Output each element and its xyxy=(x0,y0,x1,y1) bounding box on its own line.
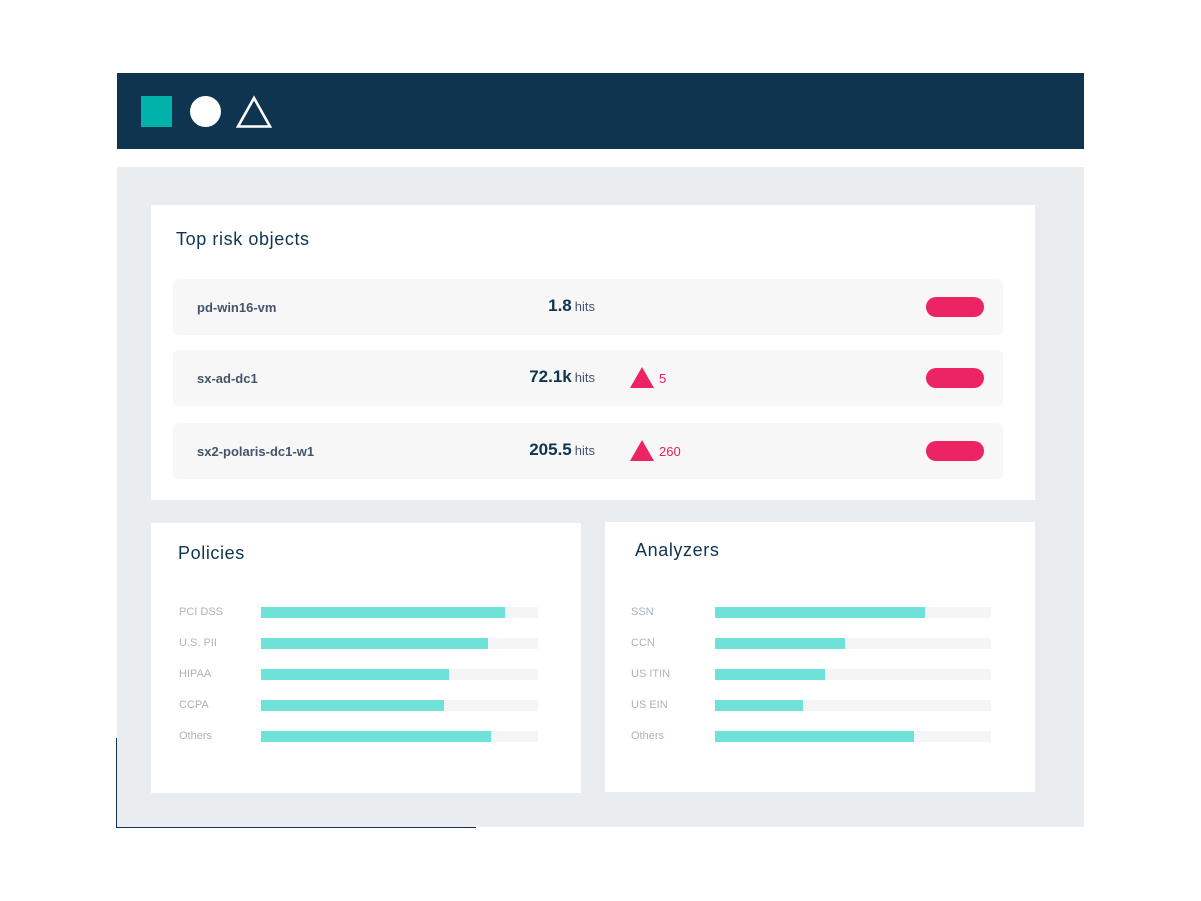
bar-label: U.S. PII xyxy=(179,637,217,649)
bar-fill xyxy=(715,638,845,649)
bar-track xyxy=(715,607,991,618)
circle-icon xyxy=(190,96,221,127)
dashboard-panel: Top risk objects pd-win16-vm 1.8 hits sx-… xyxy=(117,167,1084,827)
policy-bar-row[interactable]: HIPAA xyxy=(179,667,549,681)
bar-track xyxy=(715,700,991,711)
bar-fill xyxy=(715,607,925,618)
bar-label: US EIN xyxy=(631,699,668,711)
analyzer-bar-row[interactable]: CCN xyxy=(631,636,1001,650)
bar-fill xyxy=(715,669,826,680)
alert-count: 5 xyxy=(659,371,667,386)
bar-track xyxy=(715,638,991,649)
hits-label: hits xyxy=(574,370,595,385)
alert-count: 260 xyxy=(659,444,681,459)
alert-triangle-icon xyxy=(630,440,654,461)
risk-row[interactable]: sx-ad-dc1 72.1k hits 5 xyxy=(173,350,1003,406)
policy-bar-row[interactable]: Others xyxy=(179,729,549,743)
square-icon xyxy=(141,96,172,127)
alert-triangle-icon xyxy=(630,367,654,388)
bar-label: Others xyxy=(631,730,665,742)
decorative-line-left-horizontal xyxy=(116,826,476,828)
policies-card: Policies PCI DSS U.S. PII HIPAA CCPA Oth… xyxy=(151,523,581,793)
bar-label: PCI DSS xyxy=(179,606,224,618)
bar-fill xyxy=(261,669,450,680)
hits-value: 205.5 xyxy=(529,440,572,459)
analyzers-card: Analyzers SSN CCN US ITIN US EIN Others xyxy=(605,522,1035,792)
hits-label: hits xyxy=(574,299,595,314)
bar-label: US ITIN xyxy=(631,668,671,680)
bar-track xyxy=(261,700,538,711)
top-risk-objects-card: Top risk objects pd-win16-vm 1.8 hits sx-… xyxy=(151,205,1035,500)
analyzer-bar-row[interactable]: Others xyxy=(631,729,1001,743)
card-title: Analyzers xyxy=(635,540,720,560)
bar-label: HIPAA xyxy=(179,668,212,680)
bar-fill xyxy=(715,700,804,711)
policy-bar-row[interactable]: PCI DSS xyxy=(179,605,549,619)
risk-object-name: pd-win16-vm xyxy=(197,300,277,315)
risk-hits: 72.1k hits xyxy=(529,367,595,387)
bar-fill xyxy=(261,638,489,649)
bar-fill xyxy=(261,731,491,742)
triangle-icon xyxy=(236,95,272,128)
risk-row[interactable]: pd-win16-vm 1.8 hits xyxy=(173,279,1003,335)
bar-track xyxy=(715,731,991,742)
bar-label: CCN xyxy=(631,637,655,649)
bar-fill xyxy=(261,700,444,711)
hits-value: 72.1k xyxy=(529,367,572,386)
risk-level-pill xyxy=(926,368,984,388)
analyzer-bar-row[interactable]: SSN xyxy=(631,605,1001,619)
risk-hits: 1.8 hits xyxy=(548,296,595,316)
risk-object-name: sx-ad-dc1 xyxy=(197,371,258,386)
policy-bar-row[interactable]: U.S. PII xyxy=(179,636,549,650)
risk-row[interactable]: sx2-polaris-dc1-w1 205.5 hits 260 xyxy=(173,423,1003,479)
analyzer-bar-row[interactable]: US EIN xyxy=(631,698,1001,712)
bar-track xyxy=(261,638,538,649)
bar-fill xyxy=(261,607,505,618)
bar-label: CCPA xyxy=(179,699,209,711)
bar-track xyxy=(715,669,991,680)
risk-level-pill xyxy=(926,297,984,317)
hits-value: 1.8 xyxy=(548,296,572,315)
bar-label: SSN xyxy=(631,606,654,618)
risk-object-name: sx2-polaris-dc1-w1 xyxy=(197,444,315,459)
card-title: Top risk objects xyxy=(176,229,310,249)
bar-track xyxy=(261,731,538,742)
analyzer-bar-row[interactable]: US ITIN xyxy=(631,667,1001,681)
header-bar xyxy=(117,73,1084,149)
risk-level-pill xyxy=(926,441,984,461)
risk-hits: 205.5 hits xyxy=(529,440,595,460)
bar-fill xyxy=(715,731,914,742)
bar-label: Others xyxy=(179,730,213,742)
bar-track xyxy=(261,607,538,618)
policy-bar-row[interactable]: CCPA xyxy=(179,698,549,712)
card-title: Policies xyxy=(178,543,245,563)
hits-label: hits xyxy=(574,443,595,458)
bar-track xyxy=(261,669,538,680)
